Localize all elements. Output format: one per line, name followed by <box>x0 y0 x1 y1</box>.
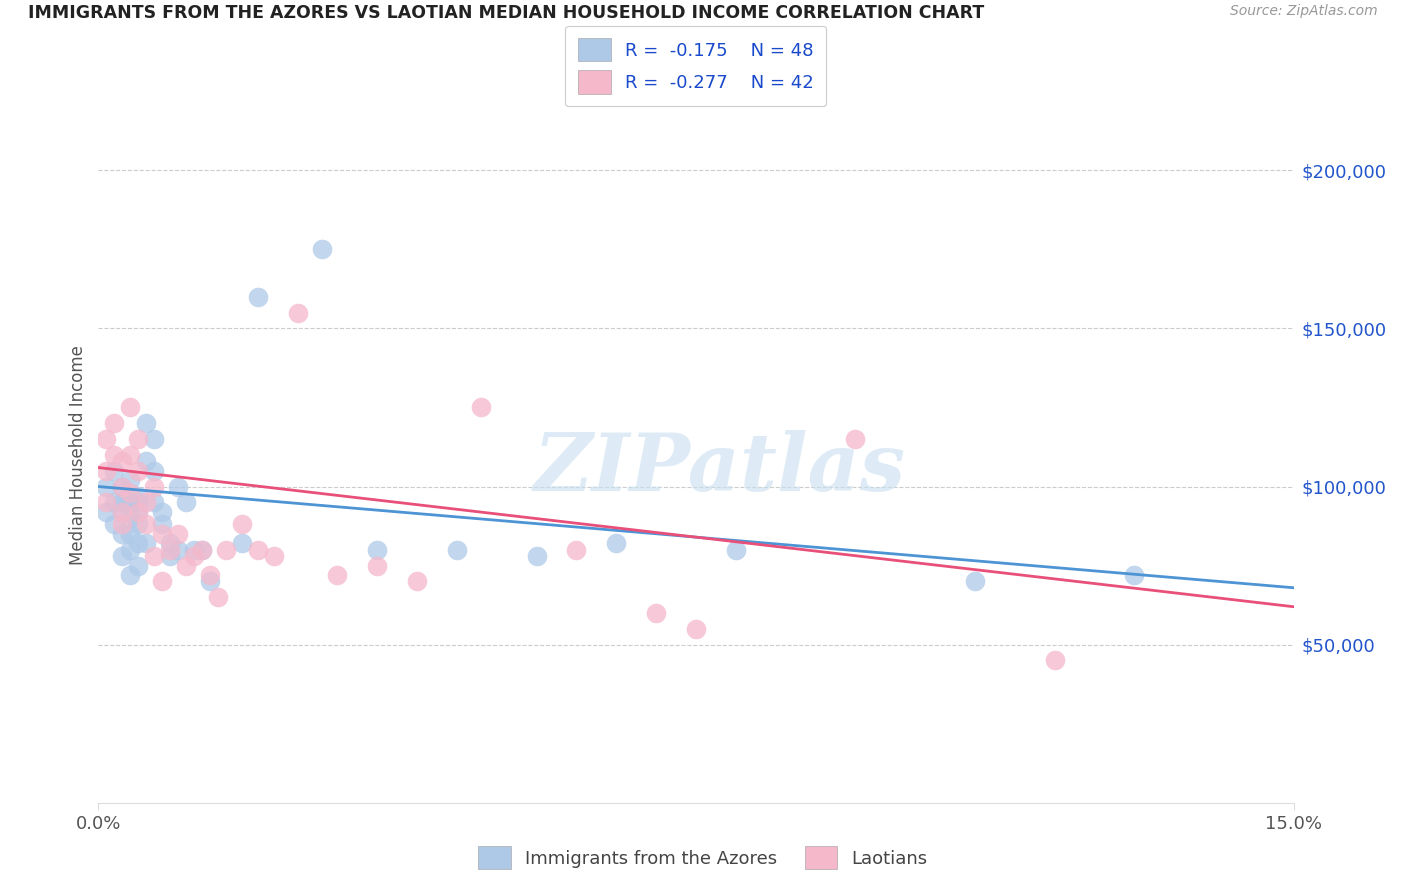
Point <box>127 489 149 503</box>
Point <box>470 401 492 415</box>
Point <box>111 479 134 493</box>
Point <box>127 505 149 519</box>
Point <box>167 542 190 557</box>
Point <box>159 542 181 557</box>
Point <box>150 517 173 532</box>
Point <box>120 527 142 541</box>
Point <box>150 505 173 519</box>
Point <box>127 505 149 519</box>
Point <box>191 542 214 557</box>
Point <box>127 495 149 509</box>
Point <box>120 486 142 500</box>
Point <box>287 305 309 319</box>
Point <box>198 574 221 589</box>
Point <box>183 542 205 557</box>
Point <box>127 536 149 550</box>
Point <box>844 432 866 446</box>
Point <box>111 505 134 519</box>
Point <box>246 290 269 304</box>
Point <box>96 505 118 519</box>
Point <box>446 542 468 557</box>
Point <box>135 454 157 468</box>
Point <box>150 574 173 589</box>
Point <box>135 517 157 532</box>
Point <box>326 568 349 582</box>
Point <box>96 495 118 509</box>
Point <box>111 549 134 563</box>
Point <box>406 574 429 589</box>
Point <box>127 432 149 446</box>
Point <box>111 454 134 468</box>
Point <box>96 464 118 478</box>
Point <box>143 479 166 493</box>
Point <box>191 542 214 557</box>
Point <box>111 505 134 519</box>
Point <box>167 527 190 541</box>
Point <box>120 568 142 582</box>
Point <box>143 464 166 478</box>
Point <box>263 549 285 563</box>
Point <box>120 511 142 525</box>
Point <box>103 464 125 478</box>
Point <box>143 549 166 563</box>
Legend: R =  -0.175    N = 48, R =  -0.277    N = 42: R = -0.175 N = 48, R = -0.277 N = 42 <box>565 26 827 106</box>
Text: ZIPatlas: ZIPatlas <box>534 430 905 508</box>
Text: Source: ZipAtlas.com: Source: ZipAtlas.com <box>1230 4 1378 19</box>
Point <box>231 536 253 550</box>
Legend: Immigrants from the Azores, Laotians: Immigrants from the Azores, Laotians <box>470 838 936 879</box>
Point <box>1043 653 1066 667</box>
Point <box>127 464 149 478</box>
Point <box>103 417 125 431</box>
Point <box>174 495 197 509</box>
Point <box>135 495 157 509</box>
Point <box>111 495 134 509</box>
Point <box>159 536 181 550</box>
Point <box>127 558 149 573</box>
Point <box>111 517 134 532</box>
Point <box>231 517 253 532</box>
Point <box>96 479 118 493</box>
Point <box>963 574 986 589</box>
Point <box>111 479 134 493</box>
Point <box>103 448 125 462</box>
Point <box>724 542 747 557</box>
Point <box>135 417 157 431</box>
Point <box>120 495 142 509</box>
Point <box>645 606 668 620</box>
Point <box>127 517 149 532</box>
Point <box>183 549 205 563</box>
Point <box>565 542 588 557</box>
Point <box>96 432 118 446</box>
Point <box>605 536 627 550</box>
Point <box>120 401 142 415</box>
Point <box>167 479 190 493</box>
Point <box>246 542 269 557</box>
Point <box>215 542 238 557</box>
Point <box>366 542 388 557</box>
Point <box>103 517 125 532</box>
Point <box>207 591 229 605</box>
Text: IMMIGRANTS FROM THE AZORES VS LAOTIAN MEDIAN HOUSEHOLD INCOME CORRELATION CHART: IMMIGRANTS FROM THE AZORES VS LAOTIAN ME… <box>28 4 984 22</box>
Point <box>120 542 142 557</box>
Point <box>111 527 134 541</box>
Point <box>526 549 548 563</box>
Point <box>311 243 333 257</box>
Y-axis label: Median Household Income: Median Household Income <box>69 345 87 565</box>
Point <box>198 568 221 582</box>
Point <box>150 527 173 541</box>
Point <box>120 473 142 487</box>
Point <box>143 495 166 509</box>
Point <box>120 448 142 462</box>
Point <box>103 495 125 509</box>
Point <box>1123 568 1146 582</box>
Point <box>685 622 707 636</box>
Point <box>143 432 166 446</box>
Point <box>135 536 157 550</box>
Point <box>159 549 181 563</box>
Point <box>174 558 197 573</box>
Point <box>366 558 388 573</box>
